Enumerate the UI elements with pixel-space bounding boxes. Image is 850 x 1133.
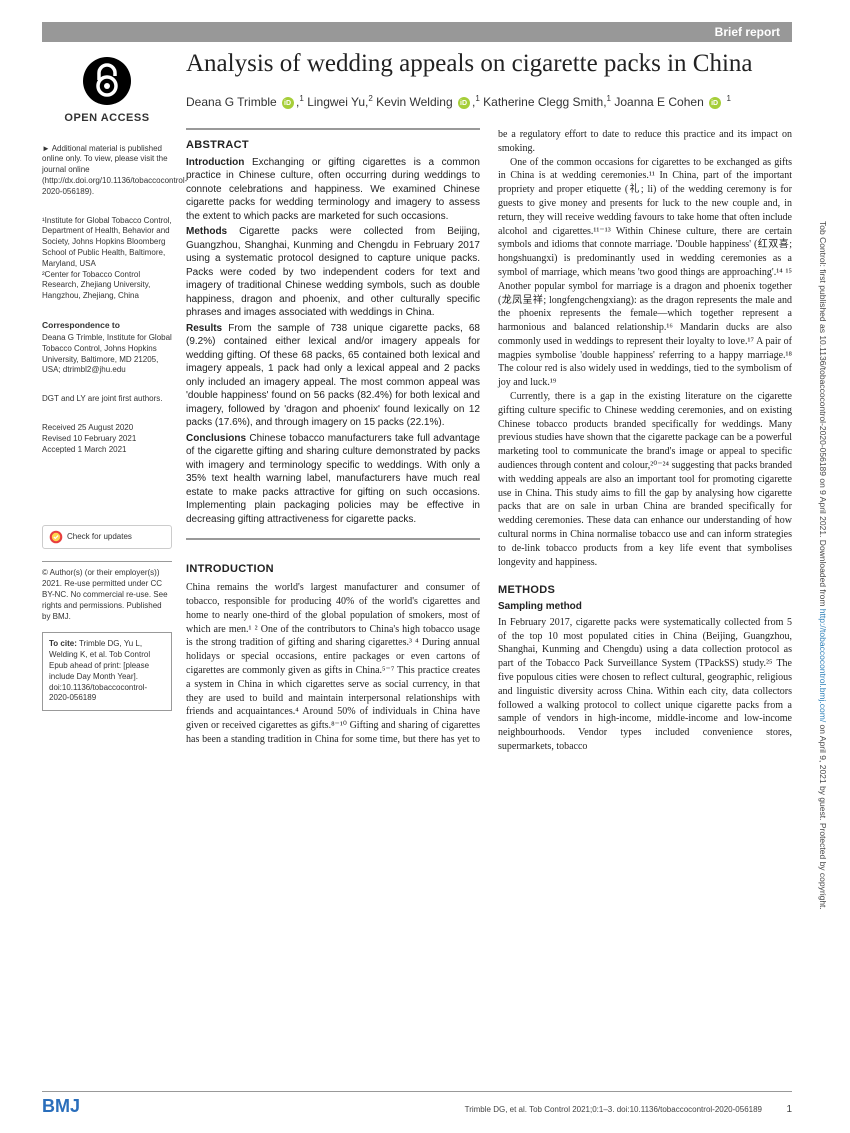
article-title: Analysis of wedding appeals on cigarette… xyxy=(186,50,792,79)
additional-material: ► Additional material is published onlin… xyxy=(42,138,172,198)
crossmark-icon xyxy=(49,530,63,544)
main-column: Analysis of wedding appeals on cigarette… xyxy=(186,50,792,754)
methods-subhead: Sampling method xyxy=(498,600,792,614)
intro-heading: INTRODUCTION xyxy=(186,562,480,577)
check-updates-button[interactable]: Check for updates xyxy=(42,525,172,549)
correspondence: Correspondence to Deana G Trimble, Insti… xyxy=(42,314,172,376)
author-2: Lingwei Yu, xyxy=(307,95,368,109)
download-watermark: Tob Control: first published as 10.1136/… xyxy=(808,30,838,1100)
author-3: Kevin Welding xyxy=(376,95,453,109)
sidebar: OPEN ACCESS ► Additional material is pub… xyxy=(42,50,172,754)
page-number: 1 xyxy=(786,1104,792,1115)
header-bar: Brief report xyxy=(42,22,792,42)
author-5: Joanna E Cohen xyxy=(614,95,703,109)
abstract-box: ABSTRACT Introduction Exchanging or gift… xyxy=(186,128,480,540)
intro-p3: Currently, there is a gap in the existin… xyxy=(498,390,792,569)
open-access-icon xyxy=(82,56,132,106)
text-columns: ABSTRACT Introduction Exchanging or gift… xyxy=(186,128,792,754)
bmj-logo: BMJ xyxy=(42,1096,80,1117)
affiliation-1: ¹Institute for Global Tobacco Control, D… xyxy=(42,216,172,270)
author-4: Katherine Clegg Smith, xyxy=(483,95,606,109)
footer: BMJ Trimble DG, et al. Tob Control 2021;… xyxy=(42,1091,792,1117)
author-list: Deana G Trimble ,1 Lingwei Yu,2 Kevin We… xyxy=(186,93,792,112)
open-access-badge: OPEN ACCESS xyxy=(42,56,172,126)
open-access-label: OPEN ACCESS xyxy=(42,111,172,125)
orcid-icon[interactable] xyxy=(709,97,721,109)
page-root: Brief report OPEN ACCESS ► Additional ma… xyxy=(0,0,850,1133)
article-dates: Received 25 August 2020 Revised 10 Febru… xyxy=(42,417,172,455)
footer-citation: Trimble DG, et al. Tob Control 2021;0:1–… xyxy=(465,1105,762,1114)
affiliations: ¹Institute for Global Tobacco Control, D… xyxy=(42,210,172,302)
content-area: OPEN ACCESS ► Additional material is pub… xyxy=(42,50,792,754)
copyright: © Author(s) (or their employer(s)) 2021.… xyxy=(42,561,172,622)
author-1: Deana G Trimble xyxy=(186,95,277,109)
section-label: Brief report xyxy=(715,25,780,39)
citation-box: To cite: Trimble DG, Yu L, Welding K, et… xyxy=(42,632,172,711)
intro-p2: One of the common occasions for cigarett… xyxy=(498,156,792,391)
methods-heading: METHODS xyxy=(498,583,792,598)
orcid-icon[interactable] xyxy=(282,97,294,109)
methods-p1: In February 2017, cigarette packs were s… xyxy=(498,616,792,754)
watermark-link[interactable]: http://tobaccocontrol.bmj.com/ xyxy=(818,608,828,721)
affiliation-2: ²Center for Tobacco Control Research, Zh… xyxy=(42,270,172,302)
orcid-icon[interactable] xyxy=(458,97,470,109)
joint-authors: DGT and LY are joint first authors. xyxy=(42,388,172,405)
check-updates-label: Check for updates xyxy=(67,532,132,542)
